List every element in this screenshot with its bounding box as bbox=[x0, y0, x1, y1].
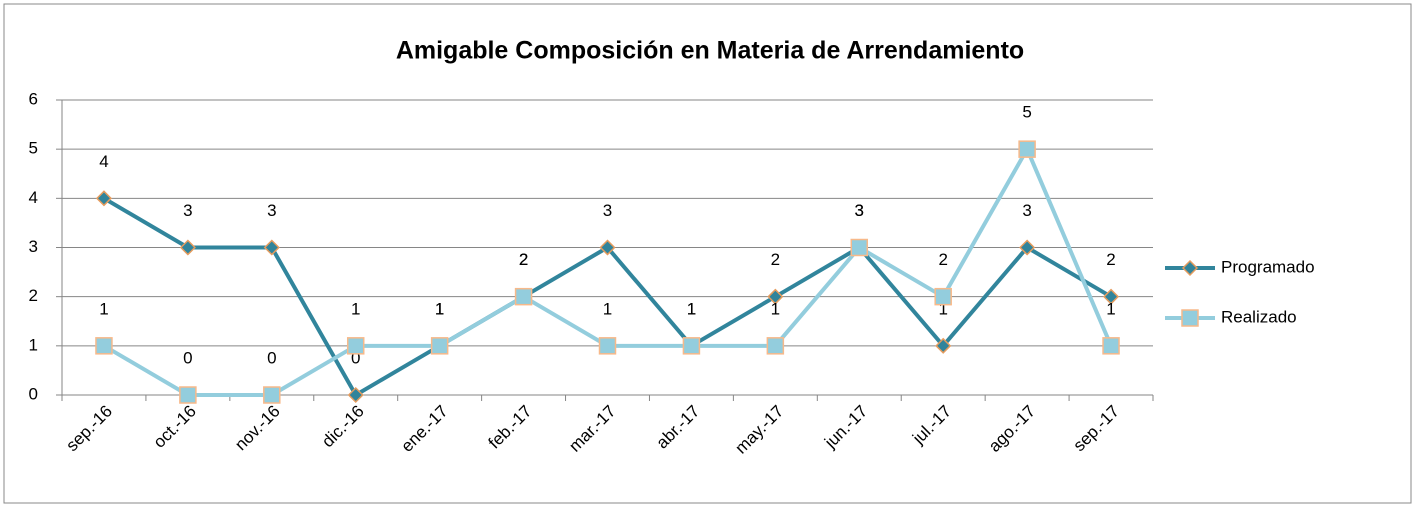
legend-label: Realizado bbox=[1221, 307, 1297, 326]
data-label: 0 bbox=[183, 348, 192, 367]
data-label: 2 bbox=[771, 250, 780, 269]
data-label: 2 bbox=[1106, 250, 1115, 269]
y-tick-label: 3 bbox=[29, 237, 38, 256]
marker bbox=[1102, 288, 1120, 305]
marker bbox=[850, 238, 869, 257]
data-label: 1 bbox=[687, 299, 696, 318]
marker bbox=[935, 337, 952, 354]
data-label: 1 bbox=[435, 299, 444, 318]
marker bbox=[1018, 140, 1036, 158]
chart-frame bbox=[3, 3, 1412, 504]
data-label: 1 bbox=[687, 299, 696, 318]
marker bbox=[347, 386, 364, 404]
y-tick-label: 0 bbox=[29, 384, 38, 403]
marker bbox=[346, 337, 365, 355]
data-label: 2 bbox=[519, 250, 528, 269]
data-label: 1 bbox=[99, 299, 108, 318]
marker bbox=[599, 239, 616, 256]
data-label: 3 bbox=[267, 201, 276, 220]
data-label: 3 bbox=[183, 201, 192, 220]
marker bbox=[430, 337, 449, 355]
legend-label: Programado bbox=[1221, 257, 1315, 276]
marker bbox=[95, 190, 113, 207]
data-label: 1 bbox=[938, 299, 947, 318]
data-label: 4 bbox=[99, 152, 108, 171]
data-label: 1 bbox=[603, 299, 612, 318]
marker bbox=[95, 337, 113, 355]
y-tick-label: 6 bbox=[29, 89, 38, 108]
marker bbox=[767, 288, 784, 305]
data-label: 2 bbox=[519, 250, 528, 269]
data-label: 2 bbox=[938, 250, 947, 269]
data-label: 0 bbox=[351, 348, 360, 367]
marker bbox=[1019, 239, 1036, 256]
data-label: 3 bbox=[1022, 201, 1031, 220]
data-label: 1 bbox=[435, 299, 444, 318]
marker bbox=[1102, 337, 1120, 355]
marker bbox=[766, 337, 785, 355]
legend-marker bbox=[1181, 309, 1199, 327]
data-label: 3 bbox=[855, 201, 864, 220]
y-tick-label: 5 bbox=[29, 139, 38, 158]
y-tick-label: 2 bbox=[29, 286, 38, 305]
marker bbox=[514, 287, 533, 306]
legend-marker bbox=[1181, 259, 1199, 277]
y-tick-label: 4 bbox=[29, 188, 38, 207]
data-label: 1 bbox=[351, 299, 360, 318]
marker bbox=[263, 239, 280, 256]
marker bbox=[682, 337, 701, 355]
data-label: 0 bbox=[267, 348, 276, 367]
chart-title: Amigable Composición en Materia de Arren… bbox=[396, 37, 1024, 65]
data-label: 1 bbox=[1106, 299, 1115, 318]
data-label: 3 bbox=[603, 201, 612, 220]
y-tick-label: 1 bbox=[29, 335, 38, 354]
marker bbox=[598, 337, 617, 355]
marker bbox=[934, 287, 952, 306]
marker bbox=[263, 386, 281, 404]
data-label: 5 bbox=[1022, 103, 1031, 122]
data-label: 3 bbox=[855, 201, 864, 220]
data-label: 1 bbox=[771, 299, 780, 318]
marker bbox=[179, 239, 196, 256]
marker bbox=[179, 386, 197, 404]
